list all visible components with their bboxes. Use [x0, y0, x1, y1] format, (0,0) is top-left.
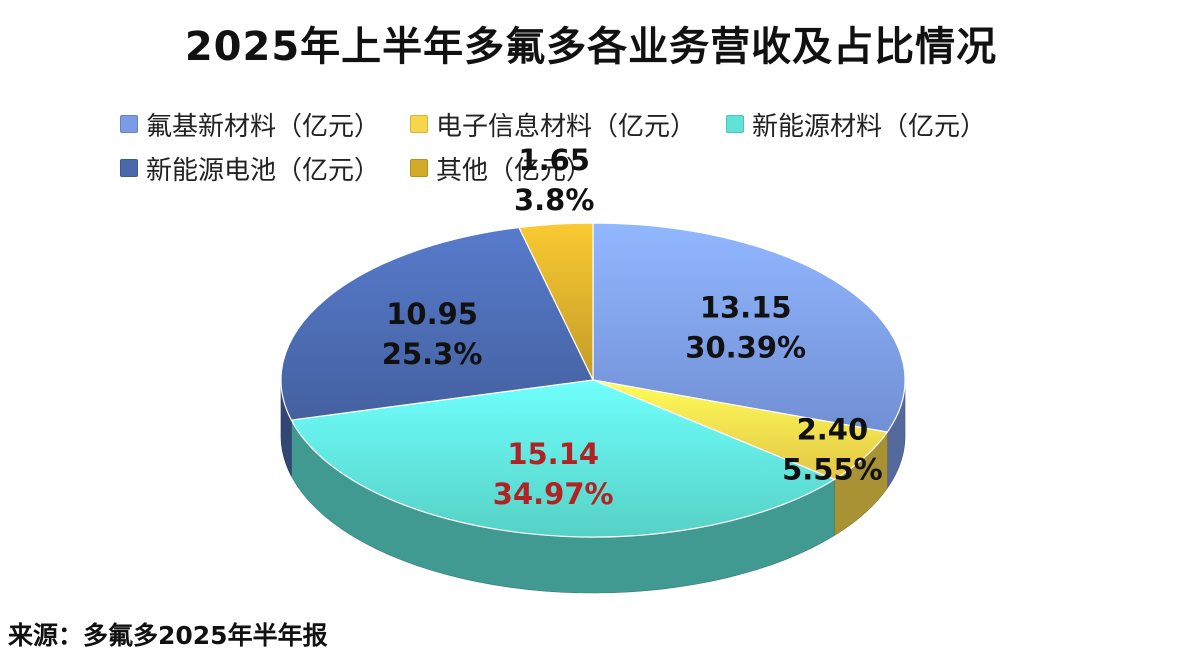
slice-value-label-0: 13.15 — [700, 291, 792, 325]
legend-item-new-energy-materials: 新能源材料（亿元） — [726, 106, 986, 143]
slice-value-label-3: 10.95 — [386, 297, 478, 331]
pie-top-faces — [280, 222, 906, 538]
slice-value-label-4: 1.65 — [518, 143, 590, 177]
pie-slice-4 — [518, 222, 594, 381]
chart-title: 2025年上半年多氟多各业务营收及占比情况 — [184, 24, 998, 70]
legend: 氟基新材料（亿元） 电子信息材料（亿元） 新能源材料（亿元） 新能源电池（亿元）… — [120, 104, 1080, 192]
legend-label: 新能源材料（亿元） — [752, 111, 987, 142]
pie-slice-2 — [290, 379, 835, 538]
pie-slice-3 — [280, 226, 594, 421]
legend-row-2: 新能源电池（亿元） 其他（亿元） — [120, 148, 1080, 188]
legend-label: 电子信息材料（亿元） — [436, 111, 697, 142]
legend-label: 新能源电池（亿元） — [146, 155, 381, 186]
legend-swatch — [410, 115, 429, 133]
legend-row-1: 氟基新材料（亿元） 电子信息材料（亿元） 新能源材料（亿元） — [120, 104, 1080, 144]
legend-item-fluorine-materials: 氟基新材料（亿元） — [120, 106, 380, 143]
legend-swatch — [410, 159, 429, 177]
legend-swatch — [726, 115, 745, 133]
slice-value-label-1: 2.40 — [797, 413, 869, 447]
slice-percent-label-1: 5.55% — [782, 453, 883, 487]
legend-item-new-energy-battery: 新能源电池（亿元） — [120, 150, 380, 187]
slice-percent-label-4: 3.8% — [514, 183, 594, 217]
legend-label: 其他（亿元） — [436, 155, 593, 186]
pie-slice-0 — [592, 222, 906, 433]
legend-label: 氟基新材料（亿元） — [146, 111, 381, 142]
source-note: 来源：多氟多2025年半年报 — [8, 621, 328, 650]
slice-percent-label-2: 34.97% — [493, 477, 614, 511]
legend-item-electronic-materials: 电子信息材料（亿元） — [410, 106, 696, 143]
slice-percent-label-0: 30.39% — [685, 331, 806, 365]
legend-item-other: 其他（亿元） — [410, 150, 592, 187]
legend-swatch — [120, 115, 138, 133]
pie-data-labels: 13.15 30.39% 2.40 5.55% 15.14 34.97% 10.95 25.3… — [382, 143, 883, 511]
slice-percent-label-3: 25.3% — [382, 337, 483, 371]
slice-value-label-2: 15.14 — [507, 437, 599, 471]
legend-swatch — [120, 159, 138, 177]
